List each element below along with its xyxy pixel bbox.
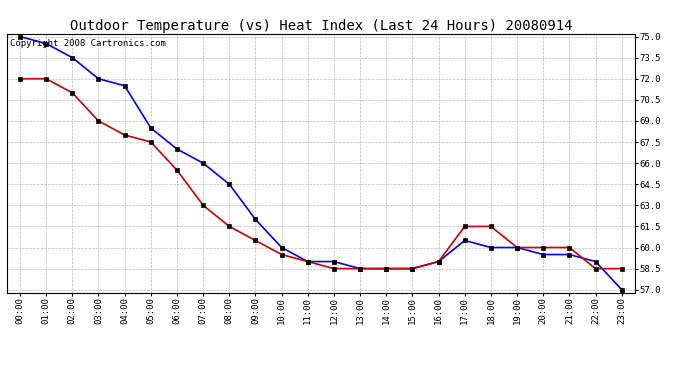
- Title: Outdoor Temperature (vs) Heat Index (Last 24 Hours) 20080914: Outdoor Temperature (vs) Heat Index (Las…: [70, 19, 572, 33]
- Text: Copyright 2008 Cartronics.com: Copyright 2008 Cartronics.com: [10, 39, 166, 48]
